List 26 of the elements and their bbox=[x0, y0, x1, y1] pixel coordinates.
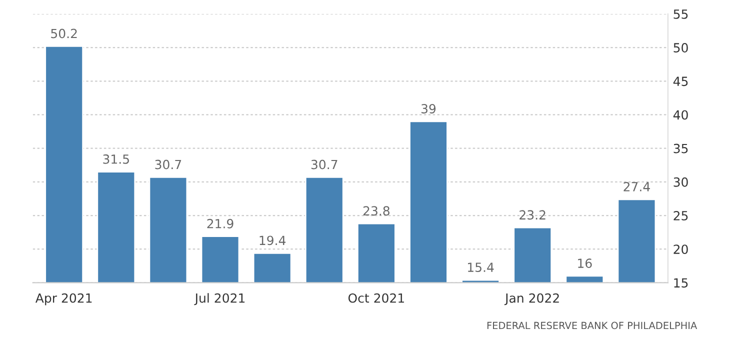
y-tick-label: 35 bbox=[674, 144, 688, 154]
x-tick-label: Apr 2021 bbox=[35, 293, 92, 306]
data-label: 23.8 bbox=[363, 206, 390, 216]
y-tick-label: 45 bbox=[673, 76, 688, 86]
data-label: 39 bbox=[421, 104, 436, 114]
y-tick-label: 55 bbox=[674, 10, 688, 19]
data-label: 31.5 bbox=[103, 154, 129, 164]
data-label: 30.7 bbox=[311, 160, 338, 170]
data-label: 27.4 bbox=[624, 182, 650, 192]
y-tick-label: 20 bbox=[674, 244, 688, 254]
data-label: 19.4 bbox=[260, 236, 286, 246]
x-tick-label: Jul 2021 bbox=[194, 293, 245, 306]
y-tick-label: 40 bbox=[673, 110, 688, 120]
y-tick-label: 15 bbox=[674, 278, 688, 288]
data-label: 15.4 bbox=[468, 262, 494, 272]
x-tick-label: Oct 2021 bbox=[348, 293, 404, 303]
data-label: 21.9 bbox=[207, 218, 234, 228]
y-tick-label: 25 bbox=[674, 210, 688, 220]
data-label: 30.7 bbox=[155, 160, 182, 170]
data-label: 23.2 bbox=[520, 210, 546, 220]
data-label: 16 bbox=[578, 258, 592, 268]
x-tick-label: Jan 2022 bbox=[504, 293, 559, 306]
y-tick-label: 30 bbox=[674, 177, 688, 187]
text: FEDERAL RESERVE BANK OF PHILADELPHIA bbox=[487, 322, 698, 330]
y-tick-label: 50 bbox=[674, 43, 688, 52]
data-label: 50.2 bbox=[51, 28, 77, 38]
